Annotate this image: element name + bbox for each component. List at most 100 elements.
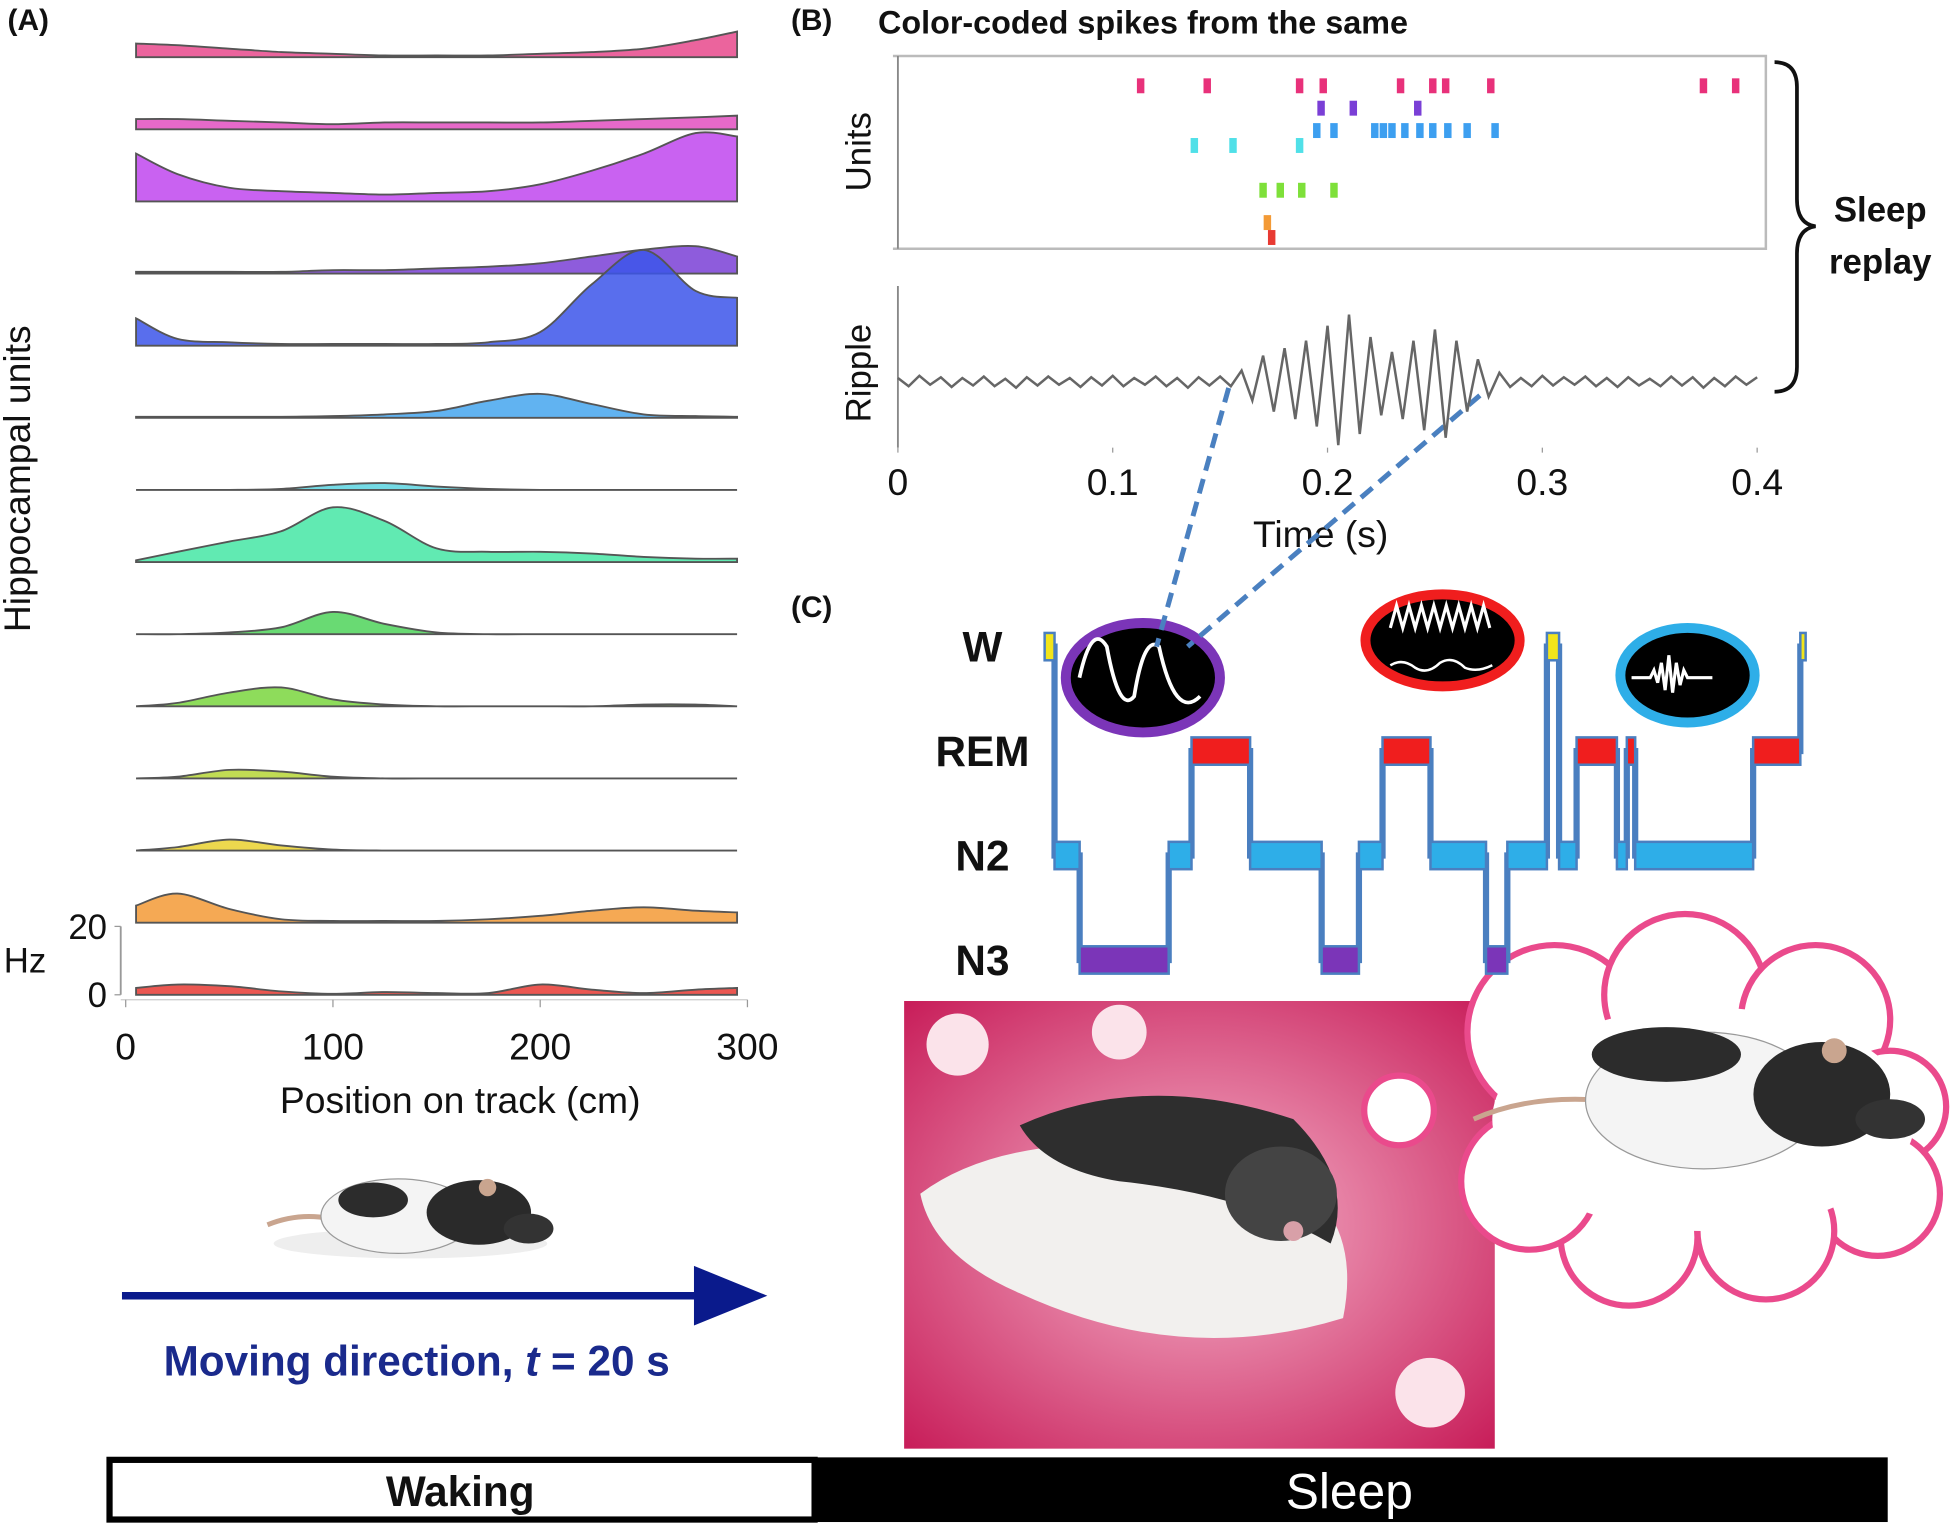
brace [1774, 60, 1816, 394]
direction-caption: Moving direction, t = 20 s [164, 1337, 670, 1384]
raster-frame [892, 54, 1768, 250]
stage-segment [1751, 736, 1802, 766]
spike [1371, 123, 1379, 139]
stage-segment [1248, 840, 1323, 871]
density-area [136, 482, 738, 491]
density-area [135, 131, 739, 203]
x-tick-label: 0 [115, 1025, 136, 1067]
density-area [135, 686, 738, 708]
stage-segment [1799, 631, 1807, 662]
stage-segment [1429, 840, 1488, 871]
direction-arrow [121, 1265, 768, 1326]
density-area [135, 249, 739, 347]
density-area [135, 30, 739, 59]
caption-text: Moving direction, [164, 1337, 526, 1384]
stage-segment [1053, 840, 1081, 871]
y-axis-label: Ripple [840, 324, 879, 423]
spike [1441, 78, 1450, 94]
spike [1699, 78, 1708, 94]
dreamed-rat [1472, 1027, 1926, 1170]
x-tick-label: 100 [302, 1025, 364, 1067]
stage-segment [1506, 840, 1549, 871]
density-area [136, 611, 738, 636]
spike [1203, 78, 1211, 94]
spike [1388, 123, 1396, 139]
panel-label: (B) [791, 4, 832, 37]
stage-segment [1575, 736, 1619, 766]
stage-segment [1320, 945, 1361, 975]
density-area [135, 983, 739, 996]
spike [1295, 78, 1304, 94]
inset-deep-sleep [1060, 618, 1225, 738]
walking-rat [266, 1178, 554, 1259]
stage-segment [1545, 631, 1561, 662]
stage-label: N3 [955, 937, 1009, 984]
spike [1416, 123, 1424, 139]
stage-segment [1190, 736, 1252, 766]
stage-segment [1557, 840, 1578, 871]
density-area [135, 838, 738, 852]
stage-segment [1167, 840, 1193, 871]
x-axis-label: Time (s) [1253, 513, 1388, 555]
caption-variable: t [525, 1337, 541, 1384]
timeline-label: Sleep [1286, 1463, 1413, 1519]
spike [1429, 78, 1437, 94]
connector [1154, 387, 1232, 648]
spike [1319, 78, 1327, 94]
spike [1349, 100, 1358, 116]
stage-segment [1615, 840, 1629, 871]
timeline-label: Waking [386, 1468, 535, 1515]
inset-rem [1360, 589, 1525, 692]
spike [1276, 182, 1284, 198]
x-tick-label: 200 [509, 1025, 571, 1067]
inset-spindle [1615, 622, 1760, 728]
spike [1379, 123, 1388, 139]
spike [1731, 78, 1740, 94]
ripple-trace [897, 314, 1758, 446]
stage-segment [1484, 945, 1509, 975]
spike [1136, 78, 1145, 94]
spike [1298, 182, 1306, 198]
x-tick-label: 0.1 [1087, 461, 1139, 503]
density-area [136, 768, 738, 780]
connector [1186, 393, 1482, 649]
bracket-label: replay [1829, 243, 1932, 282]
density-area [135, 892, 739, 924]
spike [1396, 78, 1405, 94]
x-tick-label: 0 [888, 461, 909, 503]
spike [1190, 138, 1199, 153]
spike [1414, 100, 1422, 116]
spike [1263, 215, 1272, 231]
density-area [135, 392, 739, 419]
spike [1267, 230, 1276, 245]
sleep-bar [814, 1457, 1888, 1523]
spike [1229, 138, 1237, 153]
x-axis-label: Position on track (cm) [280, 1079, 641, 1121]
spike [1491, 123, 1499, 139]
x-tick-label: 0.4 [1731, 461, 1783, 503]
spike [1444, 123, 1452, 139]
caption-value: = 20 s [539, 1337, 669, 1384]
spike [1463, 123, 1471, 139]
spike [1401, 123, 1409, 139]
x-tick-label: 300 [716, 1025, 778, 1067]
y-axis-label: Units [840, 112, 879, 191]
spike [1487, 78, 1495, 94]
density-area [135, 245, 739, 275]
spike [1313, 123, 1321, 139]
y-tick-label: 20 [68, 908, 107, 947]
x-tick-label: 0.2 [1302, 461, 1354, 503]
bracket-label: Sleep [1834, 190, 1927, 229]
y-axis-label: Hippocampal units [0, 325, 38, 632]
stage-label: W [963, 624, 1003, 671]
stage-segment [1078, 945, 1170, 975]
x-tick-label: 0.3 [1516, 461, 1568, 503]
sleeping-rat-photo [904, 1001, 1495, 1449]
stage-segment [1633, 840, 1755, 871]
spike [1259, 182, 1267, 198]
y-tick-label: 0 [88, 976, 107, 1015]
stage-segment [1625, 736, 1637, 766]
